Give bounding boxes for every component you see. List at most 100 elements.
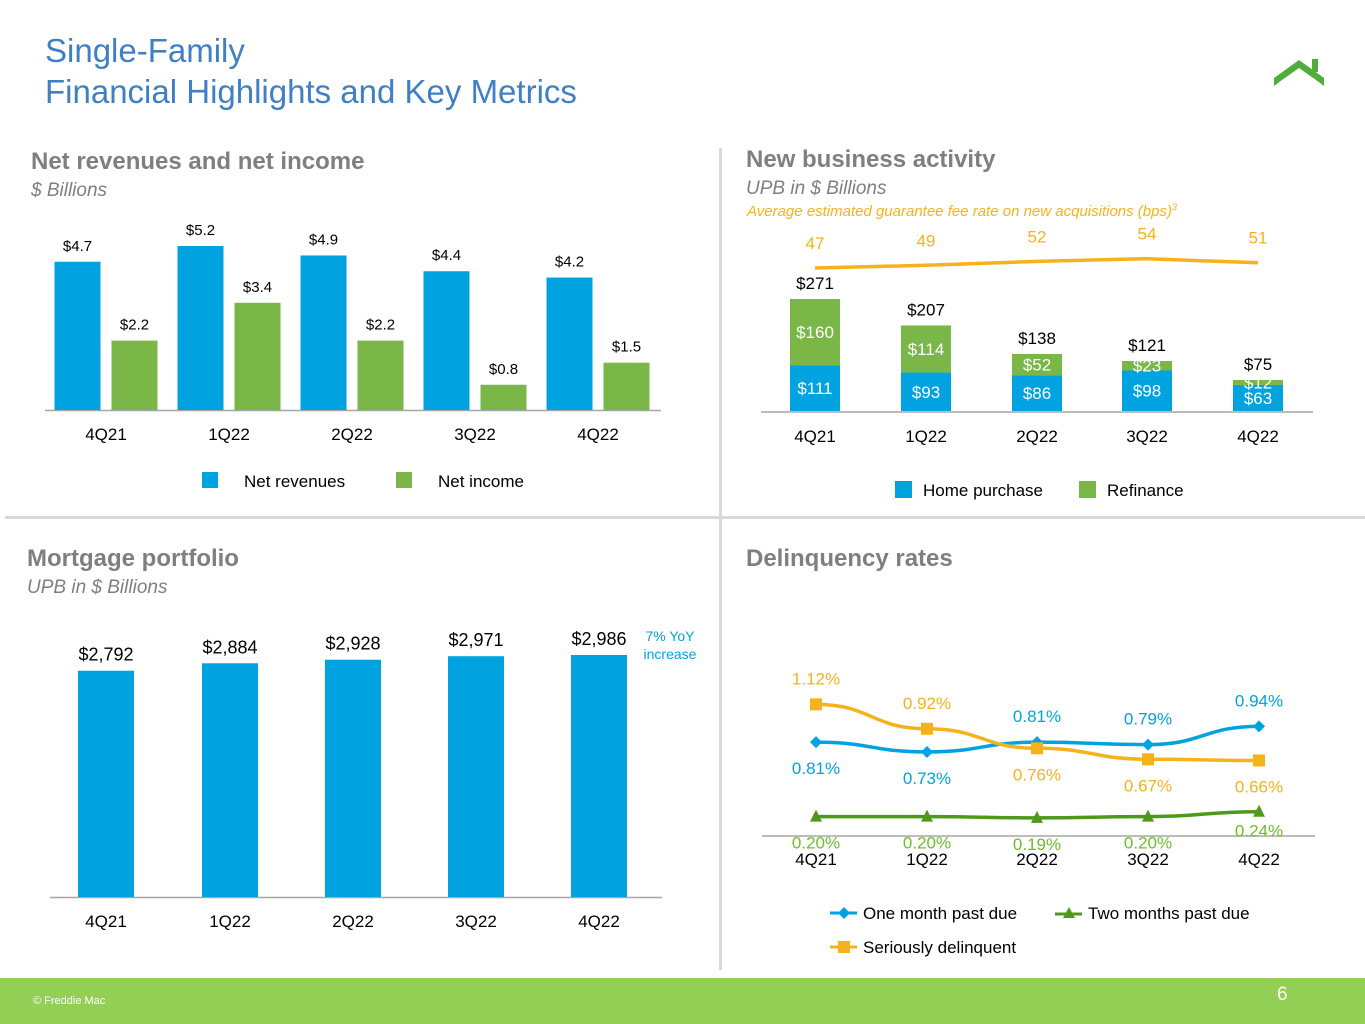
two-months-point-label: 0.24% — [1235, 822, 1283, 841]
footer-copyright: © Freddie Mac — [33, 995, 106, 1007]
portfolio-bar-label: $2,986 — [571, 629, 626, 649]
home-purchase-bar — [901, 372, 951, 411]
new-business-title: New business activity — [746, 146, 996, 173]
refinance-bar-label: $12 — [1244, 373, 1272, 392]
refinance-bar — [1012, 353, 1062, 376]
one-month-point-label: 0.94% — [1235, 691, 1283, 710]
delinquency-x-tick: 4Q21 — [795, 850, 837, 869]
seriously-delinquent-point-label: 0.76% — [1013, 765, 1061, 784]
net-income-bar-label: $0.8 — [489, 361, 518, 378]
new-business-total-label: $207 — [907, 300, 945, 319]
portfolio-x-tick: 2Q22 — [332, 912, 374, 931]
two-months-point-label: 0.19% — [1013, 835, 1061, 854]
net-income-bar-label: $1.5 — [612, 339, 641, 356]
new-business-x-tick: 3Q22 — [1126, 427, 1168, 446]
net-income-bar — [111, 340, 158, 410]
gfee-point-label: 54 — [1138, 225, 1157, 244]
portfolio-bar-label: $2,792 — [78, 645, 133, 665]
new-business-x-tick: 4Q22 — [1237, 427, 1279, 446]
delinquency-x-tick: 3Q22 — [1127, 850, 1169, 869]
refinance-bar — [901, 325, 951, 373]
net-revenues-title: Net revenues and net income — [31, 148, 365, 175]
home-purchase-bar-label: $111 — [797, 379, 832, 398]
seriously-delinquent-point-label: 0.92% — [903, 694, 951, 713]
footer-bar: © Freddie Mac 6 — [0, 978, 1365, 1024]
net-income-bar — [603, 362, 650, 410]
legend-label-refinance: Refinance — [1107, 481, 1184, 500]
page-number: 6 — [1277, 984, 1288, 1005]
revenue-bar — [546, 277, 593, 410]
portfolio-bar-label: $2,884 — [202, 637, 257, 657]
one-month-point-label: 0.73% — [903, 769, 951, 788]
new-business-total-label: $271 — [796, 274, 834, 293]
home-purchase-bar — [1233, 384, 1283, 411]
page-title-line1: Single-Family — [45, 32, 245, 69]
revenue-x-tick: 4Q21 — [85, 425, 127, 444]
seriously-delinquent-point-label: 1.12% — [792, 669, 840, 688]
revenue-x-tick: 1Q22 — [208, 425, 250, 444]
page-title: Single-Family Financial Highlights and K… — [45, 30, 577, 112]
home-purchase-bar-label: $86 — [1023, 384, 1051, 403]
legend-swatch-refinance — [1079, 481, 1096, 498]
refinance-bar — [1122, 360, 1172, 371]
portfolio-bar — [571, 655, 627, 897]
home-purchase-bar — [790, 365, 840, 411]
gfee-footnote-ref: 3 — [1171, 202, 1177, 212]
mortgage-portfolio-title: Mortgage portfolio — [27, 545, 239, 572]
seriously-delinquent-marker — [1253, 754, 1265, 767]
legend-marker-one-month — [838, 907, 850, 919]
net-income-bar — [480, 384, 527, 410]
refinance-bar-label: $23 — [1133, 357, 1161, 376]
refinance-bar-label: $160 — [796, 323, 834, 342]
portfolio-bar — [202, 663, 258, 897]
delinquency-x-tick: 4Q22 — [1238, 850, 1280, 869]
portfolio-x-tick: 4Q21 — [85, 912, 127, 931]
new-business-x-tick: 2Q22 — [1016, 427, 1058, 446]
yoy-annotation-line2: increase — [644, 646, 697, 662]
two-months-marker — [1253, 804, 1265, 817]
net-income-bar-label: $2.2 — [366, 317, 395, 334]
revenue-bar — [177, 246, 224, 410]
two-months-marker — [810, 809, 822, 822]
one-month-point-label: 0.79% — [1124, 710, 1172, 729]
revenue-bar — [54, 261, 101, 410]
one-month-marker — [1142, 738, 1154, 751]
legend-label-home-purchase: Home purchase — [923, 481, 1043, 500]
two-months-point-label: 0.20% — [903, 834, 951, 853]
portfolio-bar — [325, 659, 381, 897]
net-income-bar — [234, 302, 281, 410]
legend-swatch-net-revenues — [202, 472, 218, 488]
one-month-point-label: 0.81% — [792, 759, 840, 778]
revenue-x-tick: 4Q22 — [577, 425, 619, 444]
seriously-delinquent-marker — [921, 722, 933, 735]
horizontal-divider — [5, 516, 1365, 519]
new-business-total-label: $138 — [1018, 329, 1056, 348]
revenue-bar-label: $4.2 — [555, 254, 584, 271]
portfolio-x-tick: 1Q22 — [209, 912, 251, 931]
home-purchase-bar — [1012, 375, 1062, 411]
home-purchase-bar-label: $98 — [1133, 382, 1161, 401]
delinquency-x-tick: 2Q22 — [1016, 850, 1058, 869]
gfee-point-label: 52 — [1028, 227, 1047, 246]
gfee-line-label: Average estimated guarantee fee rate on … — [747, 202, 1177, 220]
legend-label-net-income: Net income — [438, 472, 524, 491]
gfee-point-label: 51 — [1249, 229, 1268, 248]
legend-marker-two-months — [1063, 907, 1075, 918]
portfolio-x-tick: 3Q22 — [455, 912, 497, 931]
net-revenues-subtitle: $ Billions — [31, 180, 108, 201]
net-income-bar — [357, 340, 404, 410]
mortgage-portfolio-subtitle: UPB in $ Billions — [27, 577, 168, 598]
revenue-bar-label: $5.2 — [186, 222, 215, 239]
delinquency-title: Delinquency rates — [746, 545, 953, 572]
legend-label-one-month: One month past due — [863, 904, 1017, 923]
one-month-point-label: 0.81% — [1013, 707, 1061, 726]
delinquency-x-tick: 1Q22 — [906, 850, 948, 869]
net-income-bar-label: $3.4 — [243, 279, 272, 296]
legend-label-two-months: Two months past due — [1088, 904, 1250, 923]
portfolio-bar — [78, 670, 134, 897]
seriously-delinquent-marker — [810, 698, 822, 711]
legend-swatch-net-income — [396, 472, 412, 488]
portfolio-bar-label: $2,928 — [325, 634, 380, 654]
revenue-bar-label: $4.4 — [432, 247, 461, 264]
